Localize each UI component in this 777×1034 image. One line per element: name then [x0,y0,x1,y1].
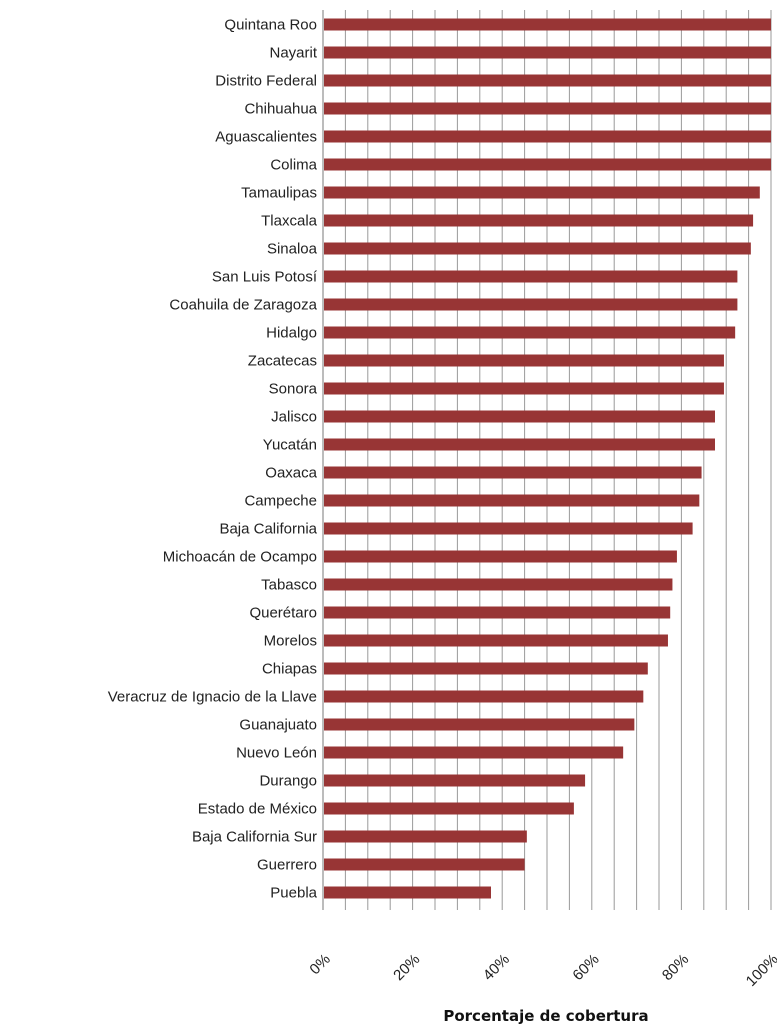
bar [324,830,527,843]
bar [324,298,738,311]
category-label: Querétaro [249,605,317,622]
bar [324,634,668,647]
category-labels: Quintana Roo Nayarit Distrito Federal Chihu… [108,17,318,902]
x-tick-label: 100% [743,951,777,990]
bar [324,130,771,143]
bar [324,858,525,871]
category-label: Michoacán de Ocampo [163,549,317,566]
bar [324,354,724,367]
x-tick-label: 80% [659,951,692,984]
category-label: Morelos [264,633,317,650]
category-label: Sonora [269,381,318,398]
bar [324,438,715,451]
bar [324,214,754,227]
category-label: Guanajuato [239,717,317,734]
category-label: Nayarit [269,45,317,62]
bar [324,18,771,31]
category-label: San Luis Potosí [212,269,318,286]
category-label: Veracruz de Ignacio de la Llave [108,689,317,706]
category-label: Nuevo León [236,745,317,762]
category-label: Baja California Sur [192,829,317,846]
category-label: Coahuila de Zaragoza [169,297,317,314]
category-label: Tamaulipas [241,185,317,202]
category-label: Quintana Roo [224,17,317,34]
category-label: Chiapas [262,661,317,678]
category-label: Baja California [219,521,317,538]
bar [324,242,751,255]
bar [324,522,693,535]
bar [324,382,724,395]
category-label: Campeche [244,493,317,510]
x-tick-labels: 0% 20% 40% 60% 80% 100% [306,951,777,990]
bar [324,410,715,423]
bar [324,606,671,619]
category-label: Yucatán [263,437,317,454]
bar [324,158,771,171]
bar [324,550,677,563]
bar [324,802,574,815]
bar [324,718,635,731]
category-label: Tabasco [261,577,317,594]
bar [324,74,771,87]
x-tick-label: 60% [569,951,602,984]
category-label: Oaxaca [265,465,317,482]
bar [324,270,738,283]
x-axis-title: Porcentaje de cobertura [443,1007,648,1025]
bar [324,102,771,115]
category-label: Jalisco [271,409,317,426]
category-label: Guerrero [257,857,317,874]
bar [324,494,700,507]
category-label: Colima [270,157,317,174]
category-label: Distrito Federal [215,73,317,90]
category-label: Estado de México [198,801,317,818]
bar [324,326,736,339]
bar [324,774,586,787]
category-label: Puebla [270,885,317,902]
bar [324,578,673,591]
bar [324,186,760,199]
x-tick-label: 20% [390,951,423,984]
bar [324,466,702,479]
bar [324,46,771,59]
bars [324,18,771,899]
category-label: Tlaxcala [261,213,318,230]
category-label: Hidalgo [266,325,317,342]
bar [324,746,624,759]
x-tick-label: 0% [306,951,333,978]
category-label: Durango [259,773,317,790]
category-label: Aguascalientes [215,129,317,146]
bar [324,690,644,703]
category-label: Chihuahua [244,101,317,118]
bar [324,662,648,675]
category-label: Sinaloa [267,241,318,258]
x-tick-label: 40% [480,951,513,984]
bar [324,886,491,899]
category-label: Zacatecas [248,353,317,370]
